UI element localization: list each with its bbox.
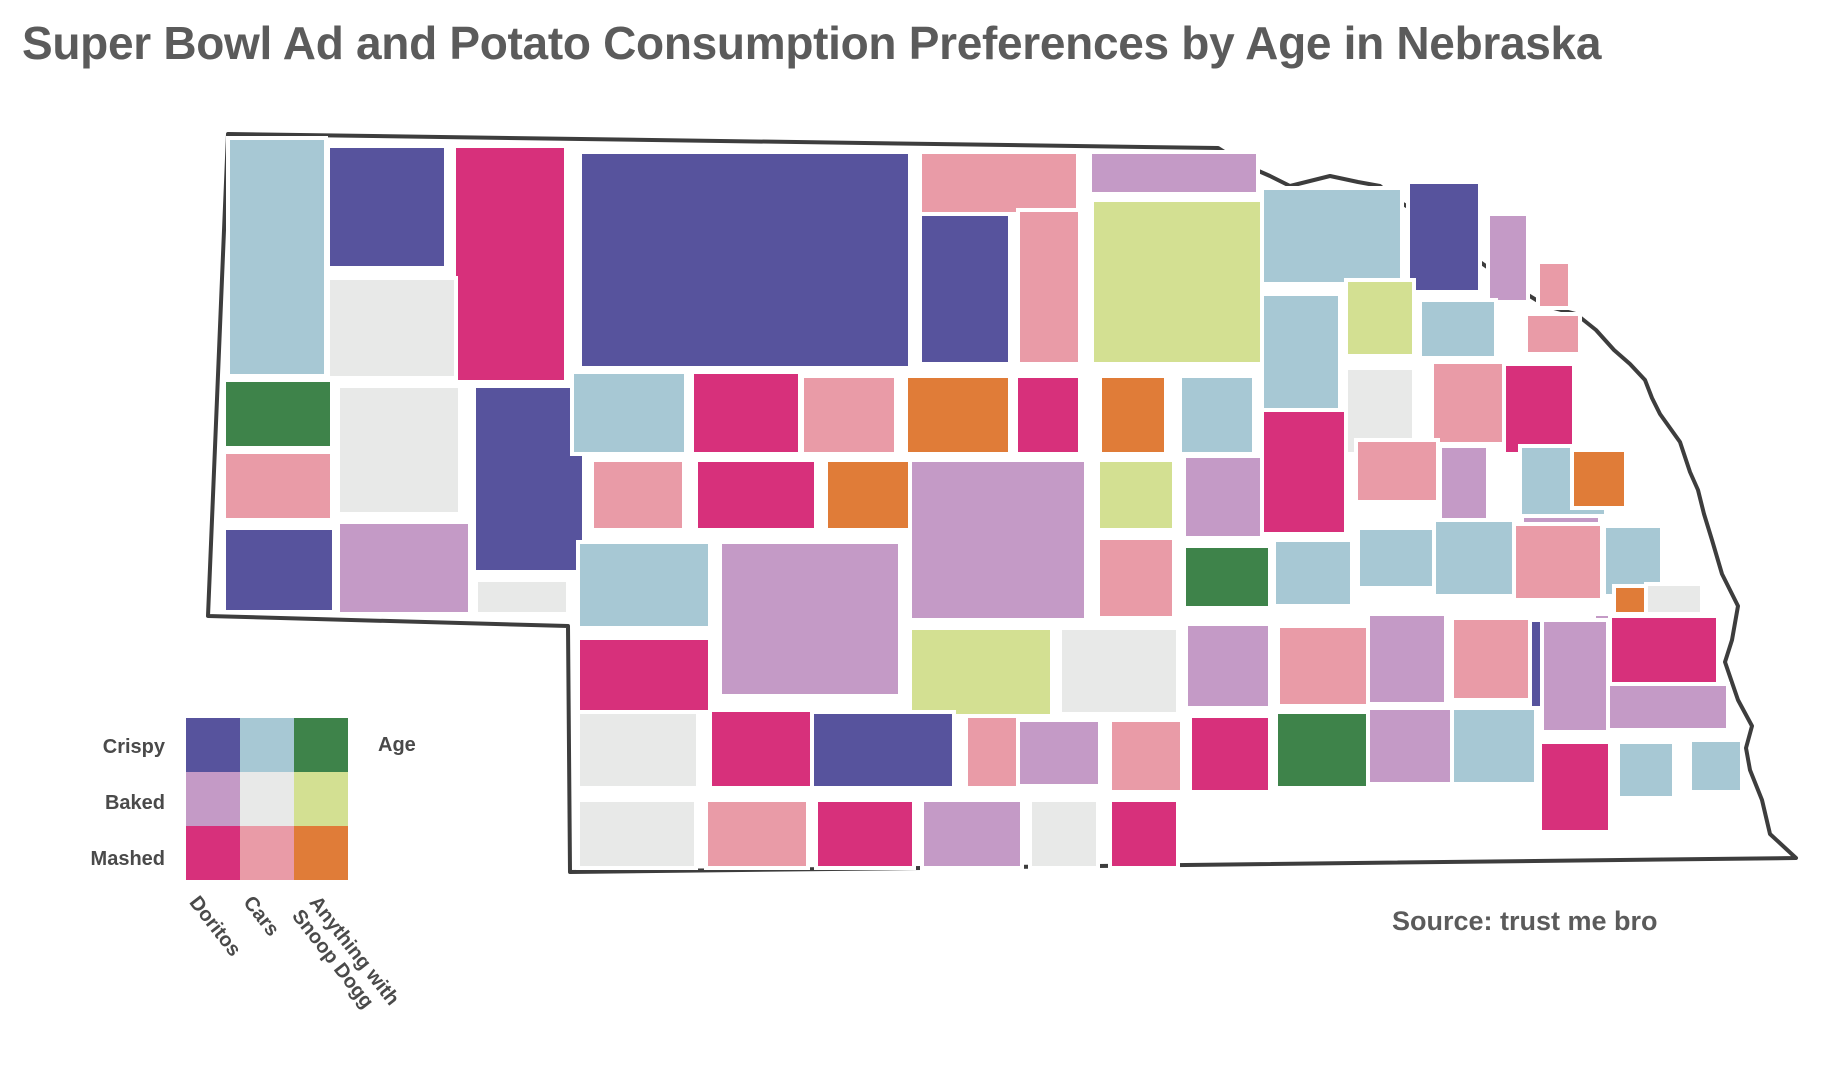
- county-49: [1182, 544, 1272, 610]
- legend-cell-crispy-snoop: [294, 718, 348, 772]
- legend-cell-crispy-doritos: [186, 718, 240, 772]
- county-22: [570, 370, 688, 456]
- county-3: [452, 144, 568, 384]
- county-23: [690, 370, 802, 456]
- county-6: [1088, 150, 1260, 196]
- county-5: [918, 150, 1080, 216]
- county-17: [222, 526, 336, 614]
- county-68: [576, 636, 712, 714]
- page-title: Super Bowl Ad and Potato Consumption Pre…: [22, 17, 1602, 69]
- county-34: [1430, 360, 1506, 446]
- legend-cell-crispy-cars: [240, 718, 294, 772]
- county-16: [222, 450, 334, 522]
- county-82: [1688, 738, 1744, 794]
- county-28: [1178, 374, 1256, 456]
- county-84: [576, 798, 698, 870]
- county-80: [1538, 740, 1612, 834]
- county-58: [576, 540, 712, 630]
- county-64: [1366, 612, 1448, 706]
- county-31: [1418, 298, 1498, 360]
- county-60: [908, 626, 1054, 718]
- county-20: [472, 384, 586, 574]
- legend-cell-mashed-doritos: [186, 826, 240, 880]
- county-52: [1432, 518, 1524, 598]
- county-75: [1188, 714, 1272, 794]
- county-77: [1366, 706, 1454, 786]
- county-67: [1608, 614, 1720, 688]
- legend-row-label-baked: Baked: [104, 792, 165, 814]
- county-62: [1184, 622, 1272, 710]
- county-40: [908, 458, 1088, 622]
- county-15: [222, 378, 334, 450]
- county-48: [1272, 538, 1354, 608]
- county-24: [800, 374, 898, 456]
- county-9: [1016, 208, 1082, 366]
- county-8: [918, 212, 1012, 366]
- county-86: [814, 798, 916, 870]
- legend-row-label-crispy: Crispy: [102, 736, 165, 758]
- county-76: [1274, 710, 1370, 790]
- county-25: [904, 374, 1012, 456]
- county-79: [1540, 618, 1610, 734]
- county-14: [1536, 260, 1572, 310]
- county-13: [1486, 212, 1530, 304]
- county-83: [1606, 682, 1730, 732]
- county-45: [1438, 444, 1490, 526]
- county-2: [326, 144, 448, 270]
- county-43: [1260, 408, 1348, 536]
- county-32: [1524, 312, 1582, 356]
- county-89: [1108, 798, 1180, 870]
- county-30: [1344, 278, 1416, 358]
- legend-cell-baked-doritos: [186, 772, 240, 826]
- county-50: [1096, 536, 1176, 620]
- county-12: [1406, 180, 1482, 294]
- county-39: [824, 458, 920, 532]
- county-7: [326, 276, 458, 380]
- county-61: [1058, 626, 1180, 716]
- county-26: [1014, 374, 1082, 456]
- county-11: [1260, 186, 1404, 286]
- county-88: [1028, 798, 1100, 870]
- county-81: [1616, 740, 1676, 800]
- county-70: [708, 708, 814, 790]
- county-29: [1260, 292, 1342, 414]
- county-42: [1182, 454, 1270, 540]
- county-1: [226, 136, 328, 378]
- county-47: [1570, 448, 1628, 510]
- legend-row-label-mashed: Mashed: [90, 848, 165, 870]
- county-18: [336, 384, 462, 516]
- legend-axis-label-age: Age: [378, 734, 416, 756]
- legend-cell-baked-cars: [240, 772, 294, 826]
- county-41: [1096, 458, 1176, 532]
- county-10: [1090, 198, 1264, 366]
- county-78: [1450, 706, 1538, 786]
- county-59: [718, 540, 902, 698]
- county-53: [1512, 522, 1604, 602]
- county-65: [1450, 616, 1544, 702]
- county-87: [920, 798, 1024, 870]
- county-4: [578, 150, 912, 370]
- county-37: [590, 458, 686, 532]
- county-19: [336, 520, 472, 616]
- source-note: Source: trust me bro: [1392, 906, 1658, 936]
- legend-cell-baked-snoop: [294, 772, 348, 826]
- legend-cell-mashed-cars: [240, 826, 294, 880]
- county-63: [1276, 624, 1370, 708]
- county-21: [474, 578, 570, 616]
- county-74: [1108, 718, 1184, 794]
- county-35: [1502, 362, 1576, 456]
- legend-cell-mashed-snoop: [294, 826, 348, 880]
- county-85: [704, 798, 810, 870]
- county-51: [1356, 526, 1440, 590]
- county-44: [1354, 438, 1440, 504]
- county-73: [1016, 718, 1102, 788]
- county-27: [1098, 374, 1168, 456]
- county-69: [576, 710, 700, 790]
- county-38: [694, 458, 818, 532]
- county-71: [810, 710, 956, 790]
